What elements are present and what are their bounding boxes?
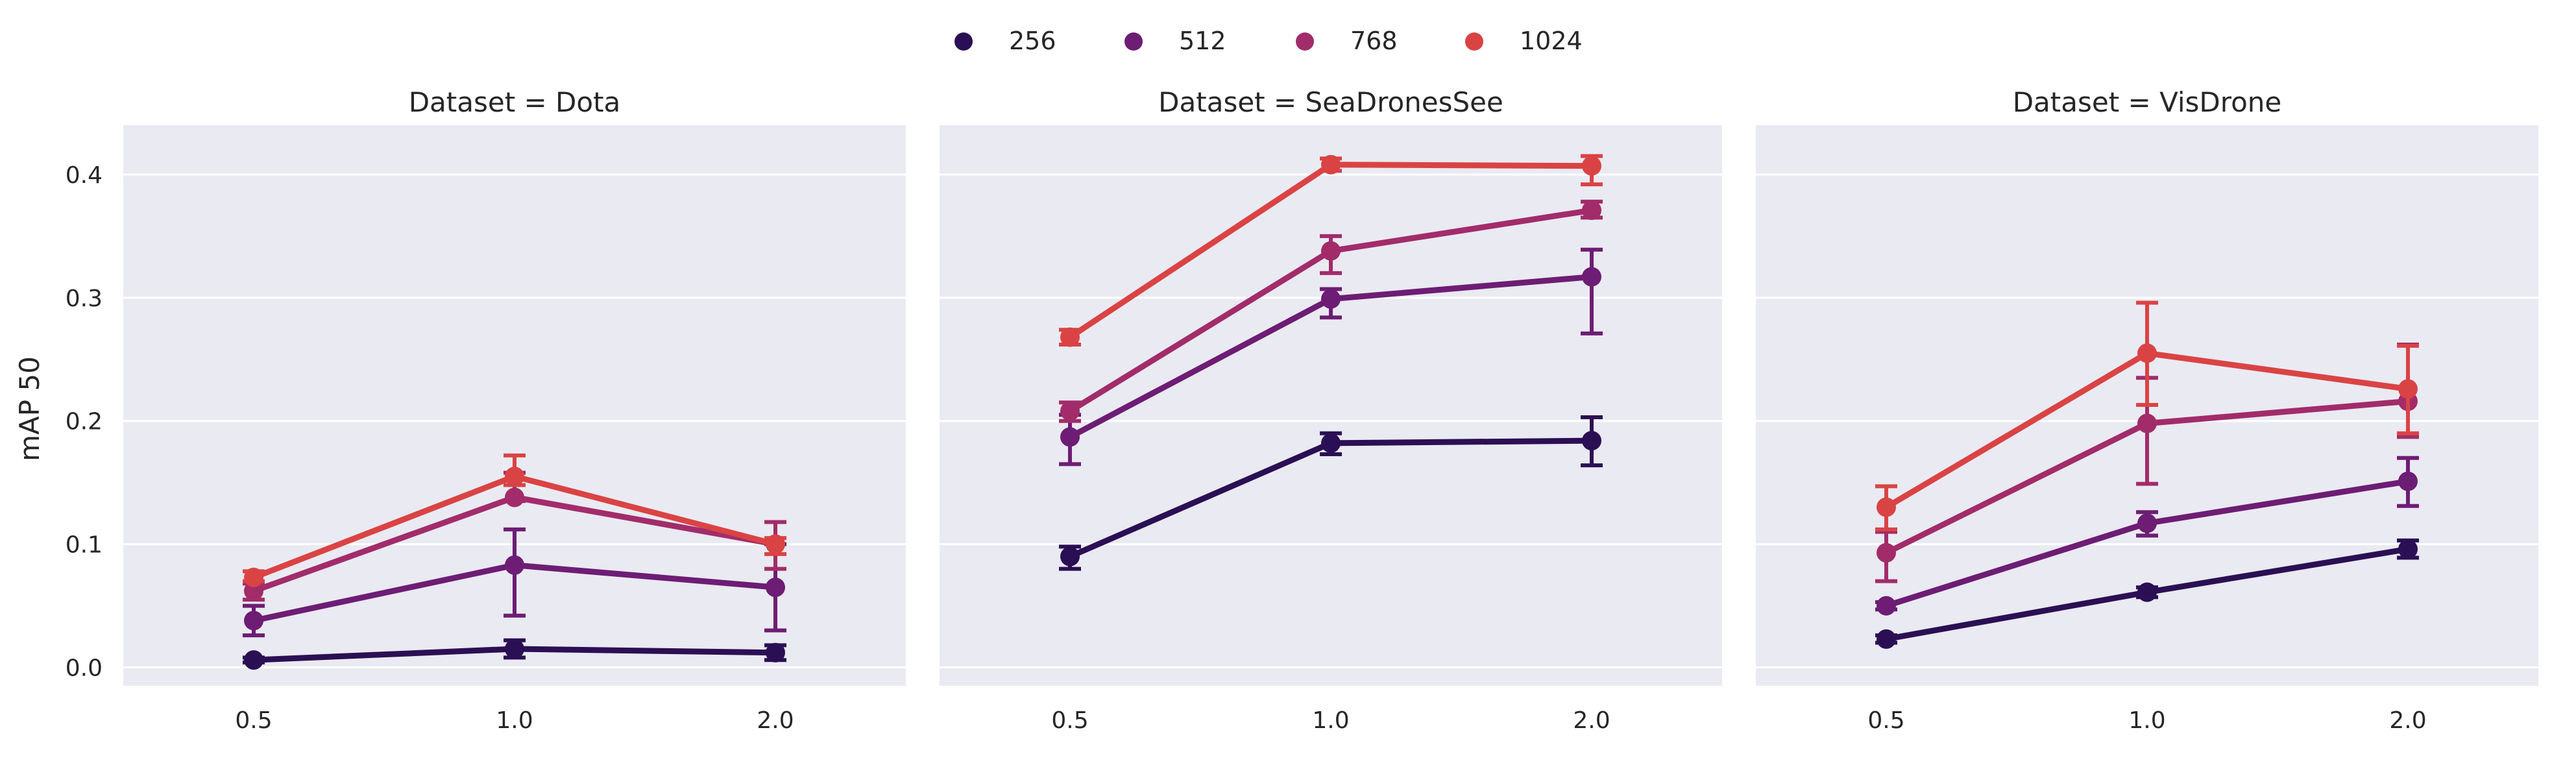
data-point [1321,289,1341,309]
series-256 [243,638,786,670]
y-tick-label: 0.4 [66,162,103,189]
y-tick-labels: 0.0 0.1 0.2 0.3 0.4 [66,162,103,682]
x-tick-label: 2.0 [2389,707,2426,734]
data-point [1877,542,1896,563]
x-tick-label: 1.0 [496,707,533,734]
data-point [2398,471,2418,491]
facet-panel: Dataset = VisDrone 0.5 1.0 2.0 [1756,86,2538,734]
data-point [2398,379,2418,399]
legend-label-512: 512 [1179,27,1226,55]
x-tick-label: 1.0 [2128,707,2165,734]
data-point [505,639,524,659]
series-256 [1059,415,1603,571]
data-point [766,534,785,554]
series-1024 [1059,154,1603,347]
x-tick-label: 1.0 [1312,707,1349,734]
data-point [505,487,524,507]
legend: 256 512 768 1024 [954,27,1583,55]
series-256 [1875,538,2419,649]
data-point [1321,433,1341,453]
data-point [1060,327,1080,347]
facet-title: Dataset = Dota [409,86,621,118]
series-768 [1059,199,1603,423]
x-tick-label: 2.0 [757,707,794,734]
data-point [1877,629,1896,649]
legend-marker-256 [954,32,973,51]
facet-title: Dataset = SeaDronesSee [1158,86,1503,118]
data-point [1877,596,1896,616]
plot-area [940,125,1722,686]
data-point [244,567,263,587]
data-point [1582,431,1601,451]
legend-label-256: 256 [1009,27,1056,55]
data-point [2137,513,2157,533]
legend-label-1024: 1024 [1520,27,1583,55]
data-point [2137,413,2157,433]
y-tick-label: 0.2 [66,409,103,435]
data-point [1321,241,1341,261]
data-point [244,611,263,631]
data-point [1582,201,1601,221]
legend-marker-512 [1124,32,1143,51]
facet-panel: Dataset = SeaDronesSee 0.5 1.0 2.0 [940,86,1722,734]
x-tick-label: 0.5 [1867,707,1904,734]
y-axis-label: mAP 50 [14,356,45,461]
data-point [505,555,524,575]
y-tick-label: 0.1 [66,532,103,559]
data-point [1877,497,1896,517]
data-point [2137,343,2157,363]
data-point [1321,154,1341,175]
data-point [1060,427,1080,447]
y-tick-label: 0.0 [66,655,103,682]
series-512 [1875,456,2419,616]
facet-title: Dataset = VisDrone [2013,86,2282,118]
legend-label-768: 768 [1350,27,1398,55]
data-point [244,581,263,601]
data-point [1582,267,1601,287]
series-1024 [1875,300,2419,531]
legend-marker-1024 [1465,32,1483,51]
legend-marker-768 [1296,32,1314,51]
series-512 [1059,247,1603,467]
data-point [505,467,524,487]
data-point [766,642,785,663]
x-tick-label: 0.5 [235,707,272,734]
series-1024 [243,453,786,587]
data-point [244,650,263,670]
y-tick-label: 0.3 [66,286,103,312]
data-point [2137,582,2157,602]
facet-panel: Dataset = Dota 0.5 1.0 2.0 [123,86,906,734]
x-tick-label: 2.0 [1573,707,1610,734]
data-point [766,578,785,598]
data-point [1582,156,1601,176]
data-point [1060,546,1080,566]
x-tick-label: 0.5 [1051,707,1088,734]
data-point [2398,539,2418,559]
data-point [1060,401,1080,421]
